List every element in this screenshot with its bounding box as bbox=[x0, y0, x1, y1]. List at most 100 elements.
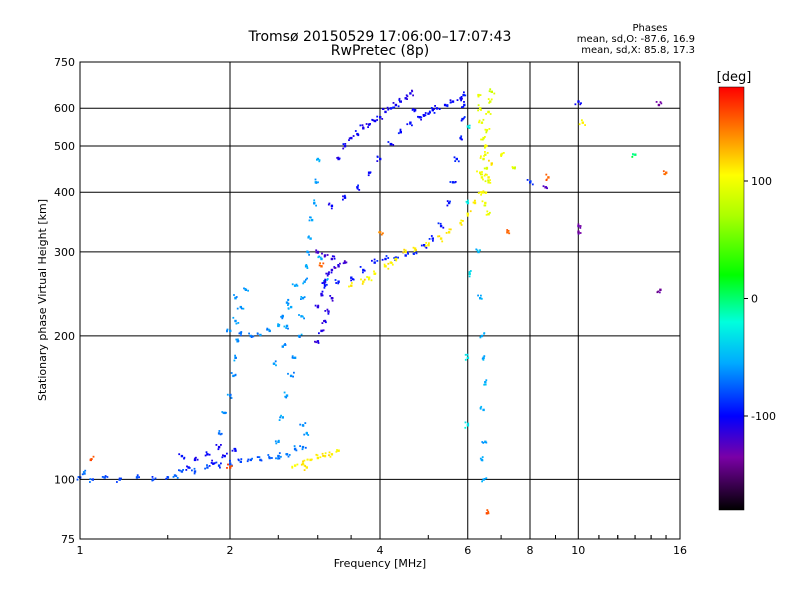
data-point bbox=[457, 160, 460, 163]
data-point bbox=[267, 454, 270, 456]
data-point bbox=[386, 106, 389, 109]
data-point bbox=[287, 455, 290, 458]
data-point bbox=[449, 101, 452, 104]
data-point bbox=[345, 261, 348, 264]
data-point bbox=[468, 127, 471, 129]
data-point bbox=[285, 453, 288, 455]
data-point bbox=[223, 411, 226, 415]
data-point bbox=[335, 450, 338, 453]
data-point bbox=[356, 186, 359, 189]
data-point bbox=[297, 334, 301, 338]
data-point bbox=[281, 416, 284, 419]
data-point bbox=[447, 201, 451, 205]
data-point bbox=[165, 477, 168, 480]
data-point bbox=[213, 462, 216, 465]
data-point bbox=[439, 237, 443, 240]
data-point bbox=[445, 232, 448, 234]
data-point bbox=[367, 276, 371, 279]
data-point bbox=[411, 109, 414, 111]
data-point bbox=[154, 477, 157, 480]
data-point bbox=[483, 355, 486, 357]
data-point bbox=[468, 275, 471, 278]
data-point bbox=[314, 304, 317, 307]
data-point bbox=[283, 325, 286, 328]
data-point bbox=[485, 168, 488, 170]
data-point bbox=[187, 466, 190, 469]
data-point bbox=[577, 231, 580, 234]
data-point bbox=[425, 242, 428, 244]
data-point bbox=[392, 106, 394, 109]
data-point bbox=[90, 458, 93, 460]
data-point bbox=[343, 145, 347, 148]
data-point bbox=[281, 317, 284, 320]
data-point bbox=[320, 292, 323, 296]
data-point bbox=[399, 100, 401, 103]
data-point bbox=[300, 298, 302, 300]
data-point bbox=[319, 256, 322, 259]
data-point bbox=[479, 94, 482, 96]
data-point bbox=[500, 153, 503, 156]
data-point bbox=[321, 294, 324, 297]
data-point bbox=[275, 364, 277, 367]
data-point bbox=[531, 183, 534, 186]
data-point bbox=[342, 262, 345, 265]
data-point bbox=[412, 246, 415, 249]
data-point bbox=[427, 244, 430, 247]
data-point bbox=[545, 173, 548, 176]
data-point bbox=[218, 430, 221, 432]
data-point bbox=[445, 104, 448, 107]
data-point bbox=[574, 103, 577, 106]
data-point bbox=[235, 322, 238, 325]
data-point bbox=[577, 100, 580, 103]
data-point bbox=[308, 219, 311, 222]
data-point bbox=[480, 191, 484, 194]
data-point bbox=[460, 96, 463, 98]
data-point bbox=[210, 462, 213, 464]
data-point bbox=[305, 264, 308, 266]
data-point bbox=[178, 469, 180, 472]
data-point bbox=[383, 263, 386, 266]
data-point bbox=[280, 414, 282, 417]
data-point bbox=[300, 315, 303, 318]
data-point bbox=[237, 340, 240, 342]
data-point bbox=[208, 453, 211, 456]
phases-x-stats: mean, sd,X: 85.8, 17.3 bbox=[581, 45, 695, 56]
data-point bbox=[488, 159, 490, 162]
data-point bbox=[186, 465, 188, 468]
data-point bbox=[420, 118, 422, 121]
data-point bbox=[230, 397, 233, 399]
data-point bbox=[350, 276, 353, 279]
data-point bbox=[330, 271, 333, 274]
data-point bbox=[77, 476, 80, 478]
data-point bbox=[467, 422, 470, 425]
data-point bbox=[266, 328, 268, 331]
data-point bbox=[298, 314, 300, 316]
data-point bbox=[663, 173, 666, 175]
data-point bbox=[313, 202, 315, 205]
data-point bbox=[373, 270, 375, 273]
data-point bbox=[404, 254, 407, 257]
data-point bbox=[483, 155, 485, 157]
data-point bbox=[435, 107, 439, 110]
data-point bbox=[314, 340, 316, 343]
data-point bbox=[460, 119, 463, 122]
data-point bbox=[437, 235, 439, 238]
data-point bbox=[579, 232, 582, 234]
data-point bbox=[484, 136, 486, 138]
data-point bbox=[271, 457, 273, 459]
data-point bbox=[305, 466, 308, 469]
data-point bbox=[232, 316, 235, 319]
data-point bbox=[260, 459, 263, 462]
data-point bbox=[462, 117, 465, 120]
y-tick-label: 500 bbox=[54, 140, 75, 153]
data-point bbox=[662, 170, 665, 173]
data-point bbox=[285, 301, 289, 304]
data-point bbox=[234, 296, 237, 299]
data-point bbox=[278, 419, 281, 421]
data-point bbox=[512, 166, 515, 170]
data-point bbox=[434, 105, 436, 107]
data-point bbox=[479, 407, 482, 410]
data-point bbox=[478, 119, 481, 122]
data-point bbox=[463, 116, 466, 118]
data-point bbox=[242, 307, 245, 310]
